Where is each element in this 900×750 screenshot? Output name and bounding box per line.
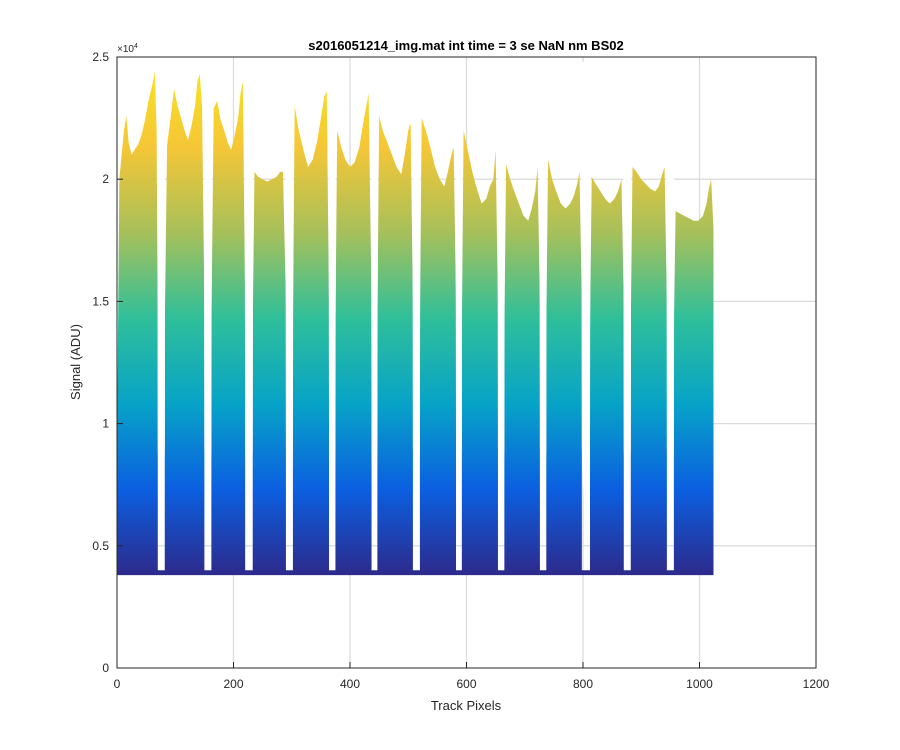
segment-gap	[666, 61, 675, 516]
segment-gap	[370, 61, 378, 516]
x-tick-label: 1200	[803, 677, 830, 691]
segment-gap	[244, 61, 254, 516]
y-tick-label: 1	[102, 417, 109, 431]
segment-gap	[203, 61, 212, 516]
plot-area	[117, 61, 714, 576]
x-tick-label: 200	[223, 677, 243, 691]
segment-gap	[412, 61, 421, 516]
x-axis-ticks: 0 200 400 600 800 1000 1200	[114, 662, 830, 691]
segment-gap	[581, 61, 591, 516]
y-tick-label: 1.5	[92, 294, 109, 308]
y-tick-label: 0	[102, 661, 109, 675]
segment-gap	[455, 61, 463, 516]
x-tick-label: 600	[456, 677, 476, 691]
y-tick-label: 0.5	[92, 539, 109, 553]
signal-area	[117, 71, 714, 576]
segment-gap	[539, 61, 547, 516]
y-axis-exponent: ×104	[117, 43, 138, 55]
segment-gap	[157, 61, 166, 516]
x-tick-label: 800	[573, 677, 593, 691]
y-tick-label: 2.5	[92, 50, 109, 64]
x-tick-label: 1000	[686, 677, 713, 691]
segment-gap	[623, 61, 632, 516]
chart-title: s2016051214_img.mat int time = 3 se NaN …	[308, 38, 623, 53]
x-tick-label: 0	[114, 677, 121, 691]
y-axis-ticks: 0 0.5 1 1.5 2 2.5	[92, 50, 123, 675]
x-tick-label: 400	[340, 677, 360, 691]
segment-gap	[497, 61, 505, 516]
segment-gap	[328, 61, 337, 516]
y-axis-label: Signal (ADU)	[68, 324, 83, 400]
y-tick-label: 2	[102, 172, 109, 186]
segment-gap	[285, 61, 294, 516]
x-axis-label: Track Pixels	[431, 698, 502, 713]
